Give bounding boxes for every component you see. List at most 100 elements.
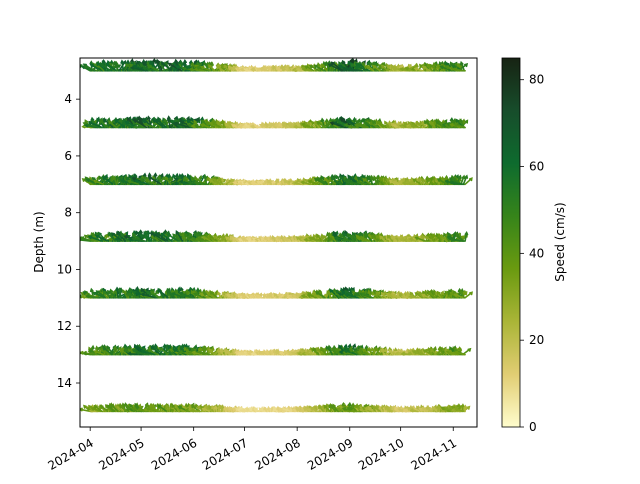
quiver-arrow [370, 346, 376, 356]
quiver-arrow [372, 175, 378, 186]
quiver-arrow [83, 65, 97, 72]
quiver-arrow [145, 290, 158, 299]
quiver-arrow [212, 178, 222, 186]
quiver-arrow [108, 120, 118, 129]
quiver-arrow [102, 175, 114, 186]
quiver-arrow [99, 404, 109, 413]
quiver-arrow [328, 404, 337, 413]
quiver-arrow [102, 118, 114, 129]
quiver-arrow [215, 65, 225, 72]
quiver-arrow [288, 294, 298, 299]
quiver-arrow [82, 351, 97, 356]
quiver-arrow [439, 235, 449, 242]
quiver-arrow [135, 350, 151, 356]
quiver-arrow [431, 405, 438, 413]
quiver-arrow [255, 294, 264, 299]
quiver-arrow [400, 351, 412, 356]
quiver-arrow [278, 407, 285, 413]
quiver-arrow [142, 122, 157, 129]
quiver-arrow [364, 232, 373, 242]
quiver-arrows [80, 58, 474, 413]
quiver-arrow [371, 291, 381, 299]
quiver-arrow [152, 233, 167, 242]
quiver-arrow [313, 177, 326, 186]
quiver-arrow [366, 347, 375, 356]
quiver-arrow [437, 232, 443, 242]
quiver-arrow [256, 180, 264, 186]
quiver-arrow [300, 294, 313, 299]
quiver-arrow [270, 122, 276, 129]
quiver-arrow [363, 121, 376, 129]
quiver-arrow [429, 63, 438, 72]
quiver-arrow [329, 288, 340, 299]
depth-row-15 [80, 401, 471, 413]
quiver-arrow [113, 345, 117, 356]
quiver-arrow [259, 67, 268, 72]
quiver-arrow [135, 230, 144, 242]
quiver-arrow [450, 237, 466, 242]
quiver-arrow [150, 290, 161, 299]
quiver-arrow [266, 179, 273, 186]
quiver-arrow [308, 64, 320, 72]
quiver-arrow [324, 60, 331, 72]
quiver-arrow [211, 404, 216, 413]
quiver-arrow [276, 405, 281, 413]
quiver-arrow [221, 233, 226, 242]
quiver-arrow [401, 181, 413, 186]
x-tick-label: 2024-04 [45, 436, 95, 473]
quiver-arrow [274, 177, 279, 186]
quiver-arrow [92, 291, 107, 299]
quiver-arrow [106, 289, 118, 299]
quiver-arrow [201, 407, 211, 413]
quiver-arrow [162, 343, 167, 356]
x-tick-label: 2024-07 [200, 436, 250, 473]
quiver-arrow [203, 174, 208, 186]
quiver-arrow [360, 292, 374, 299]
quiver-arrow [301, 67, 314, 72]
quiver-arrow [147, 176, 163, 186]
quiver-arrow [202, 236, 213, 242]
quiver-arrow [356, 350, 370, 356]
quiver-arrow [317, 176, 328, 186]
quiver-arrow [170, 292, 186, 299]
quiver-arrow [318, 404, 325, 413]
colorbar-ticks: 0 20 40 60 80 [520, 73, 544, 434]
depth-row-9 [80, 229, 469, 243]
quiver-arrow [228, 405, 233, 413]
quiver-arrow [386, 234, 394, 242]
quiver-arrow [316, 120, 326, 129]
quiver-arrow [118, 404, 128, 413]
quiver-arrow [453, 293, 465, 299]
quiver-arrow [110, 403, 119, 413]
quiver-arrow [439, 65, 454, 72]
quiver-arrow [209, 290, 219, 299]
quiver-arrow [446, 291, 458, 299]
quiver-arrow [331, 348, 343, 356]
quiver-arrow [277, 292, 282, 299]
quiver-arrow [386, 405, 393, 413]
quiver-arrow [434, 177, 441, 186]
quiver-arrow [327, 63, 343, 72]
quiver-arrow [350, 408, 363, 413]
colorbar-tick-label: 40 [529, 246, 544, 260]
colorbar-gradient [501, 57, 521, 428]
quiver-arrow [421, 406, 429, 413]
quiver-arrow [426, 177, 435, 186]
quiver-arrow [250, 181, 259, 186]
quiver-arrow [330, 61, 344, 72]
quiver-arrow [275, 122, 281, 129]
quiver-arrow [140, 292, 158, 299]
quiver-arrow [193, 180, 208, 186]
quiver-arrow [116, 406, 125, 413]
quiver-arrow [284, 408, 292, 413]
quiver-arrow [117, 287, 122, 299]
quiver-arrow [295, 67, 305, 72]
colorbar-tick-label: 0 [529, 420, 537, 434]
quiver-arrow [283, 349, 290, 356]
quiver-arrow [321, 63, 328, 72]
quiver-arrow [199, 293, 210, 299]
y-axis: 4 6 8 10 12 14 [57, 92, 80, 390]
quiver-arrow [454, 350, 466, 356]
quiver-arrow [194, 123, 208, 129]
